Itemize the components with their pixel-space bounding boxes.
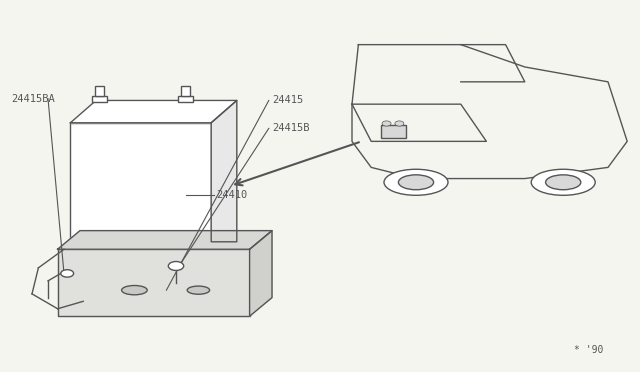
Bar (70, 123, 211, 242)
Polygon shape (70, 100, 237, 123)
Circle shape (395, 121, 404, 126)
Bar (178, 96, 193, 102)
Ellipse shape (122, 286, 147, 295)
Text: * '90: * '90 (574, 345, 604, 355)
Bar (92, 96, 107, 102)
Bar (181, 86, 190, 96)
Polygon shape (211, 100, 237, 242)
Polygon shape (58, 249, 250, 316)
Ellipse shape (531, 169, 595, 195)
Circle shape (382, 121, 391, 126)
Polygon shape (250, 231, 272, 316)
Circle shape (61, 270, 74, 277)
Circle shape (168, 262, 184, 270)
Text: 24410: 24410 (216, 190, 248, 200)
Text: 24415B: 24415B (272, 124, 310, 133)
Ellipse shape (188, 286, 210, 294)
Polygon shape (58, 231, 272, 249)
Ellipse shape (384, 169, 448, 195)
Bar (381, 125, 406, 138)
Ellipse shape (545, 175, 581, 190)
Bar (95, 86, 104, 96)
Ellipse shape (398, 175, 434, 190)
Text: 24415BA: 24415BA (12, 94, 55, 103)
Text: 24415: 24415 (272, 96, 303, 105)
